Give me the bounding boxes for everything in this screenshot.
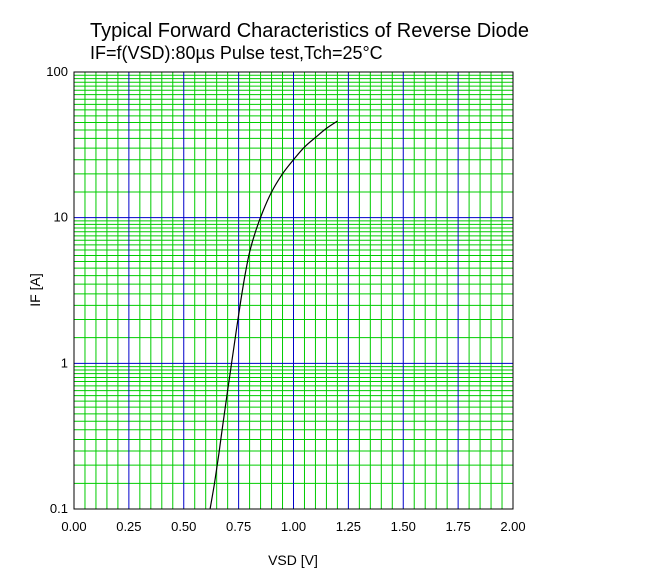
x-tick-label: 0.50	[171, 519, 196, 534]
x-tick-label: 2.00	[500, 519, 525, 534]
x-tick-labels: 0.00 0.25 0.50 0.75 1.00 1.25 1.50 1.75 2.00	[61, 519, 525, 534]
x-axis-label: VSD [V]	[268, 552, 318, 568]
x-tick-label: 0.00	[61, 519, 86, 534]
x-tick-label: 1.75	[445, 519, 470, 534]
plot-frame	[73, 71, 514, 510]
y-tick-label: 10	[54, 210, 68, 225]
y-tick-label: 100	[46, 64, 68, 79]
x-tick-label: 0.75	[226, 519, 251, 534]
chart-subtitle: IF=f(VSD):80µs Pulse test,Tch=25°C	[90, 43, 383, 63]
y-tick-labels: 0.1 1 10 100	[46, 64, 68, 516]
x-tick-label: 1.00	[281, 519, 306, 534]
x-tick-label: 1.50	[391, 519, 416, 534]
y-tick-label: 0.1	[50, 501, 68, 516]
x-tick-label: 1.25	[336, 519, 361, 534]
chart-title: Typical Forward Characteristics of Rever…	[90, 20, 530, 42]
y-tick-label: 1	[61, 355, 68, 370]
forward-curve	[209, 120, 338, 510]
y-axis-label: IF [A]	[27, 273, 43, 306]
x-tick-label: 0.25	[116, 519, 141, 534]
major-grid	[74, 72, 513, 509]
